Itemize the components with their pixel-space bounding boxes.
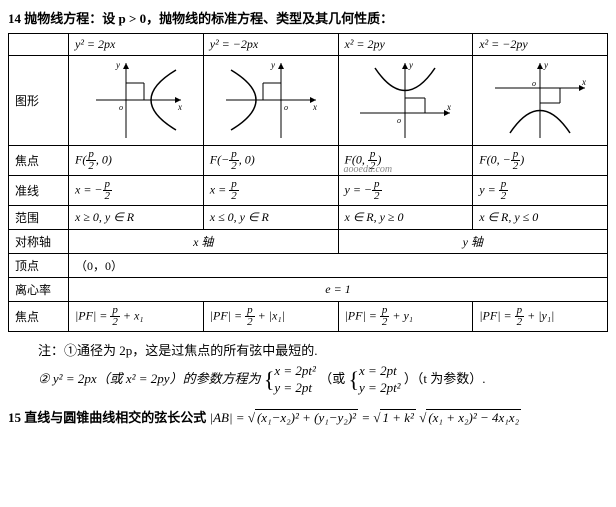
svg-text:o: o bbox=[119, 103, 123, 112]
empty-header bbox=[9, 34, 69, 56]
note2-f: y = 2pt² bbox=[359, 380, 401, 395]
focal-1: |PF| = p2 + x₁ bbox=[69, 302, 204, 332]
focal-4: |PF| = p2 + |y₁| bbox=[473, 302, 608, 332]
focus-4: F(0, −p2) bbox=[473, 146, 608, 176]
focus-1: F(p2, 0) bbox=[69, 146, 204, 176]
heading-14: 14 抛物线方程：设 p > 0，抛物线的标准方程、类型及其几何性质： bbox=[8, 8, 608, 27]
col-eq4: x² = −2py bbox=[473, 34, 608, 56]
note2-g: ）（t 为参数）. bbox=[404, 371, 486, 386]
dir-2: x = p2 bbox=[203, 176, 338, 206]
note-1: 注：①通径为 2p，这是过焦点的所有弦中最短的. bbox=[38, 340, 608, 359]
ab-label: |AB| = bbox=[210, 410, 248, 425]
row-focus: 焦点 bbox=[9, 146, 69, 176]
graph-2: x y o bbox=[203, 56, 338, 146]
heading-15: 15 直线与圆锥曲线相交的弦长公式 |AB| = √(x₁−x₂)² + (y₁… bbox=[8, 407, 608, 426]
note-2: ② y² = 2px（或 x² = 2py）的参数方程为 { x = 2pt² … bbox=[38, 363, 608, 397]
range-2: x ≤ 0, y ∈ R bbox=[203, 206, 338, 230]
watermark: aooedu.com bbox=[344, 164, 393, 175]
parabola-table: y² = 2px y² = −2px x² = 2py x² = −2py 图形… bbox=[8, 33, 608, 332]
eq-mid: = bbox=[361, 410, 373, 425]
svg-text:o: o bbox=[532, 79, 536, 88]
svg-text:x: x bbox=[581, 77, 586, 87]
brace-1: { bbox=[264, 367, 275, 393]
intro-text: 设 p > 0，抛物线的标准方程、类型及其几何性质： bbox=[102, 11, 393, 26]
focus-2: F(−p2, 0) bbox=[203, 146, 338, 176]
note2-d: （或 bbox=[319, 371, 345, 386]
range-1: x ≥ 0, y ∈ R bbox=[69, 206, 204, 230]
col-eq3: x² = 2py bbox=[338, 34, 473, 56]
row-range: 范围 bbox=[9, 206, 69, 230]
brace-2: { bbox=[348, 367, 359, 393]
row-vertex: 顶点 bbox=[9, 254, 69, 278]
note2-a: ② y² = 2px（或 x² = 2py）的参数方程为 bbox=[38, 371, 261, 386]
note2-b: x = 2pt² bbox=[274, 363, 316, 378]
row-focal: 焦点 bbox=[9, 302, 69, 332]
svg-text:x: x bbox=[177, 102, 182, 112]
graph-1: x y o bbox=[69, 56, 204, 146]
dir-4: y = p2 bbox=[473, 176, 608, 206]
graph-4: x y o bbox=[473, 56, 608, 146]
row-directrix: 准线 bbox=[9, 176, 69, 206]
row-symmetry: 对称轴 bbox=[9, 230, 69, 254]
col-eq1: y² = 2px bbox=[69, 34, 204, 56]
range-3: x ∈ R, y ≥ 0 bbox=[338, 206, 473, 230]
range-4: x ∈ R, y ≤ 0 bbox=[473, 206, 608, 230]
vertex-val: （0，0） bbox=[69, 254, 608, 278]
focus-3: F(0, p2)aooedu.com bbox=[338, 146, 473, 176]
focal-2: |PF| = p2 + |x₁| bbox=[203, 302, 338, 332]
dir-1: x = −p2 bbox=[69, 176, 204, 206]
heading15-text: 15 直线与圆锥曲线相交的弦长公式 bbox=[8, 410, 206, 425]
svg-text:o: o bbox=[284, 103, 288, 112]
ecc-val: e = 1 bbox=[69, 278, 608, 302]
row-graph: 图形 bbox=[9, 56, 69, 146]
svg-text:y: y bbox=[408, 60, 413, 70]
col-eq2: y² = −2px bbox=[203, 34, 338, 56]
svg-text:y: y bbox=[115, 60, 120, 70]
note2-e: x = 2pt bbox=[359, 363, 397, 378]
sqrt-2b: (x₁ + x₂)² − 4x₁x₂ bbox=[426, 409, 521, 426]
svg-text:y: y bbox=[270, 60, 275, 70]
dir-3: y = −p2 bbox=[338, 176, 473, 206]
heading-14-num: 14 抛物线方程： bbox=[8, 11, 102, 26]
sqrt-1: (x₁−x₂)² + (y₁−y₂)² bbox=[255, 409, 358, 426]
focal-3: |PF| = p2 + y₁ bbox=[338, 302, 473, 332]
sym-x: x 轴 bbox=[69, 230, 339, 254]
sym-y: y 轴 bbox=[338, 230, 608, 254]
sqrt-2a: 1 + k² bbox=[380, 409, 415, 426]
row-ecc: 离心率 bbox=[9, 278, 69, 302]
svg-text:x: x bbox=[312, 102, 317, 112]
svg-text:x: x bbox=[446, 102, 451, 112]
svg-text:o: o bbox=[397, 116, 401, 125]
graph-3: x y o bbox=[338, 56, 473, 146]
note2-c: y = 2pt bbox=[274, 380, 312, 395]
svg-text:y: y bbox=[543, 60, 548, 70]
